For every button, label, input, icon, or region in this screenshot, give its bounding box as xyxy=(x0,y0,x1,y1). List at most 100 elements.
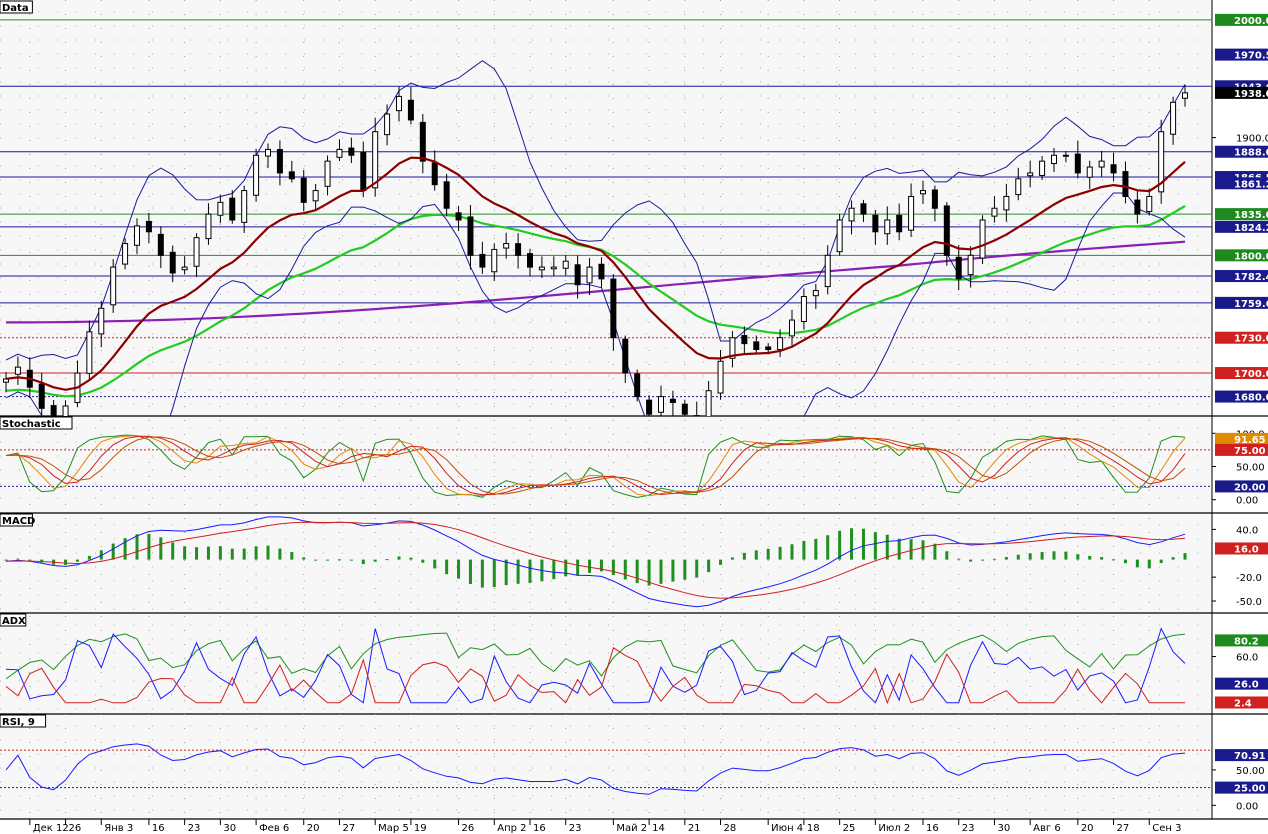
macd-histogram-bar xyxy=(588,559,592,573)
candle-body xyxy=(598,263,605,280)
candle-body xyxy=(693,415,700,416)
macd-histogram-bar xyxy=(266,545,270,560)
macd-histogram-bar xyxy=(552,559,556,580)
adx-minus-di-line xyxy=(5,647,1185,705)
macd-histogram-bar xyxy=(147,533,151,560)
macd-histogram-bar xyxy=(564,559,568,577)
price-tag-label: 1938.0 xyxy=(1234,89,1268,100)
x-tick-label: 27 xyxy=(342,823,355,834)
candle-body xyxy=(360,151,367,192)
macd-histogram-bar xyxy=(992,558,996,560)
macd-histogram-bar xyxy=(290,552,294,560)
ma-long-line xyxy=(6,240,1186,324)
candle-body xyxy=(1027,172,1034,177)
candle-body xyxy=(1110,164,1117,174)
x-tick-label: Апр 2 xyxy=(497,823,526,834)
candle-body xyxy=(193,237,200,267)
macd-histogram-bar xyxy=(730,557,734,560)
price-tag xyxy=(1215,677,1268,690)
x-tick-label: Июн 4 xyxy=(771,823,803,834)
x-tick-label: Сен 3 xyxy=(1152,823,1181,834)
candle-body xyxy=(574,264,581,286)
candle-body xyxy=(312,190,319,202)
plot-area xyxy=(0,0,1212,819)
macd-histogram-bar xyxy=(87,555,91,560)
price-tag-label: 20.00 xyxy=(1234,482,1266,493)
panel-title-box xyxy=(0,0,33,14)
candle-body xyxy=(157,233,164,256)
candle-body xyxy=(896,214,903,233)
price-tag-label: 1824.2 xyxy=(1234,223,1268,234)
y-tick-label: 50.00 xyxy=(1236,766,1265,777)
price-tag-label: 91.65 xyxy=(1234,435,1266,446)
candle-body xyxy=(98,307,105,335)
x-tick-label: 20 xyxy=(307,823,320,834)
macd-histogram-bar xyxy=(790,544,794,560)
candle-body xyxy=(324,160,331,187)
candle-body xyxy=(1003,195,1010,211)
price-tag-label: 26.0 xyxy=(1234,680,1259,691)
candle-body xyxy=(431,162,438,186)
price-tag xyxy=(1215,480,1268,493)
x-tick-label: Май 2 xyxy=(616,823,647,834)
macd-histogram-bar xyxy=(635,559,639,584)
candle-body xyxy=(181,266,188,271)
candle-body xyxy=(1051,154,1057,165)
candle-body xyxy=(1039,160,1046,177)
macd-histogram-bar xyxy=(969,559,973,562)
panel-title-box xyxy=(0,513,33,527)
price-tag xyxy=(1215,634,1268,647)
candle-body xyxy=(134,225,140,246)
y-tick-label: 60.0 xyxy=(1236,653,1258,664)
candle-body xyxy=(479,253,486,268)
price-tag xyxy=(1215,443,1268,456)
macd-histogram-bar xyxy=(1088,555,1092,560)
price-tag-label: 1700.0 xyxy=(1234,369,1268,380)
x-tick-label: 27 xyxy=(1117,823,1130,834)
ma-short-line xyxy=(5,156,1186,391)
panel-title-box xyxy=(0,416,73,430)
macd-histogram-bar xyxy=(695,559,699,578)
candle-body xyxy=(753,341,760,350)
x-tick-label: 30 xyxy=(223,823,236,834)
candle-body xyxy=(872,214,879,233)
macd-histogram-bar xyxy=(850,528,854,560)
candle-body xyxy=(860,203,867,215)
y-tick-label: -20.0 xyxy=(1236,573,1262,584)
price-tag xyxy=(1215,542,1268,555)
x-tick-label: Авг 6 xyxy=(1033,823,1061,834)
macd-histogram-bar xyxy=(885,534,889,560)
macd-histogram-bar xyxy=(1064,551,1068,560)
macd-histogram-bar xyxy=(909,539,913,560)
macd-histogram-bar xyxy=(933,543,937,560)
candle-body xyxy=(1134,199,1141,215)
panel-title: RSI, 9 xyxy=(2,717,35,728)
price-tag xyxy=(1215,249,1268,262)
macd-histogram-bar xyxy=(1183,553,1187,560)
candle-body xyxy=(1122,171,1129,197)
candle-body xyxy=(836,219,843,253)
candle-body xyxy=(1146,195,1153,213)
macd-histogram-bar xyxy=(421,559,425,563)
macd-histogram-bar xyxy=(16,558,20,560)
macd-histogram-bar xyxy=(1123,559,1127,564)
candle-body xyxy=(586,266,593,284)
price-tag xyxy=(1215,432,1268,445)
macd-histogram-bar xyxy=(195,547,199,560)
candle-body xyxy=(288,171,295,180)
macd-histogram-bar xyxy=(75,559,79,562)
candle-body xyxy=(1086,166,1093,178)
macd-histogram-bar xyxy=(683,559,687,580)
macd-histogram-bar xyxy=(1135,559,1139,568)
macd-histogram-bar xyxy=(445,559,449,575)
candle-body xyxy=(729,337,736,359)
candle-body xyxy=(384,113,391,136)
macd-histogram-bar xyxy=(278,548,282,560)
adx-plus-di-line xyxy=(5,627,1186,704)
candle-body xyxy=(1015,178,1022,196)
x-tick-label: 23 xyxy=(962,823,975,834)
macd-histogram-bar xyxy=(754,550,758,560)
panel-title: ADX xyxy=(2,616,26,627)
price-tag xyxy=(1215,220,1268,233)
macd-histogram-bar xyxy=(1159,559,1163,564)
